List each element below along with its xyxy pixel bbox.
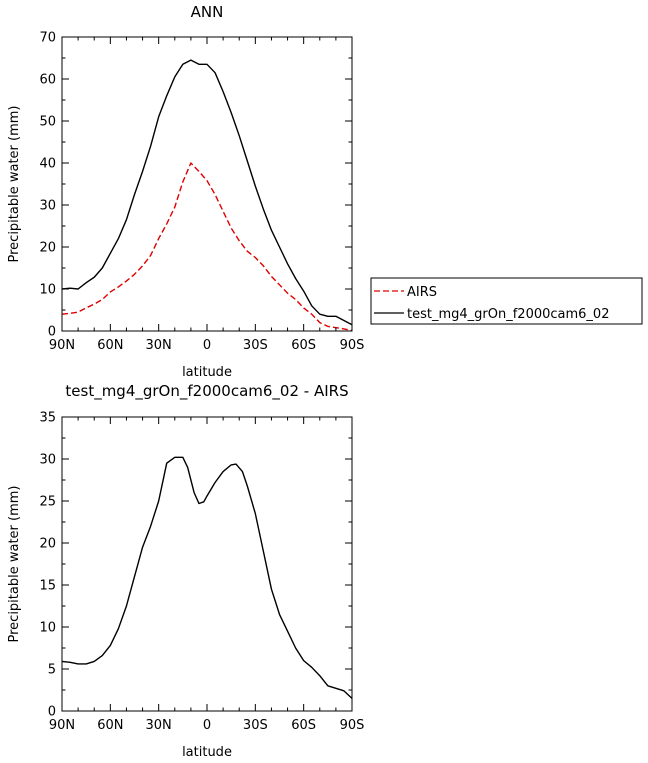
y-tick-label: 0 [48, 705, 56, 720]
chart-top-plot-frame [61, 36, 353, 332]
x-tick-label: 30N [146, 338, 172, 353]
y-tick-label: 50 [39, 115, 56, 130]
y-tick-label: 5 [48, 663, 56, 678]
chart-bottom-x-axis-label: latitude [182, 745, 232, 760]
x-tick-label: 30S [243, 718, 268, 733]
y-tick-label: 40 [39, 157, 56, 172]
x-tick-label: 90S [340, 718, 365, 733]
chart-top-series-line-0 [61, 162, 353, 332]
y-tick-label: 20 [39, 537, 56, 552]
y-tick-label: 30 [39, 199, 56, 214]
chart-bottom-series-line-0 [61, 456, 353, 699]
chart-top-title: ANN [191, 3, 224, 21]
chart-top-y-axis-label: Precipitable water (mm) [7, 106, 22, 263]
chart-bottom-plot-frame [61, 416, 353, 712]
y-tick-label: 60 [39, 73, 56, 88]
chart-bottom-ticks: 90N 60N 30N 0 30S 60S 90S 0 5 10 15 20 25 30 35 [39, 411, 364, 734]
legend-label-airs: AIRS [407, 285, 437, 300]
x-tick-label: 30N [146, 718, 172, 733]
chart-top-legend: AIRS test_mg4_grOn_f2000cam6_02 [370, 277, 643, 325]
legend-box [370, 277, 643, 325]
x-tick-label: 60N [97, 338, 123, 353]
chart-top: ANN 90N 60N 30N 0 30S 60S 90S 0 10 20 30 40 50 60 70 l… [7, 3, 364, 380]
x-tick-label: 90N [49, 718, 75, 733]
x-tick-label: 60S [291, 718, 316, 733]
x-tick-label: 0 [203, 718, 211, 733]
y-tick-label: 35 [39, 411, 56, 426]
x-tick-label: 90N [49, 338, 75, 353]
chart-bottom-series-layer [61, 456, 353, 699]
chart-bottom-title: test_mg4_grOn_f2000cam6_02 - AIRS [65, 382, 348, 401]
chart-top-series-line-1 [61, 59, 353, 326]
y-tick-label: 10 [39, 621, 56, 636]
x-tick-label: 90S [340, 338, 365, 353]
y-tick-label: 20 [39, 241, 56, 256]
legend-label-model: test_mg4_grOn_f2000cam6_02 [407, 307, 609, 322]
y-tick-label: 0 [48, 325, 56, 340]
y-tick-label: 10 [39, 283, 56, 298]
x-tick-label: 60N [97, 718, 123, 733]
chart-bottom: test_mg4_grOn_f2000cam6_02 - AIRS 90N 60N… [7, 382, 364, 760]
y-tick-label: 30 [39, 453, 56, 468]
x-tick-label: 60S [291, 338, 316, 353]
y-tick-label: 15 [39, 579, 56, 594]
y-tick-label: 70 [39, 31, 56, 46]
chart-bottom-y-axis-label: Precipitable water (mm) [7, 486, 22, 643]
chart-top-x-axis-label: latitude [182, 365, 232, 380]
y-tick-label: 25 [39, 495, 56, 510]
chart-top-series-layer [61, 59, 353, 332]
chart-top-ticks: 90N 60N 30N 0 30S 60S 90S 0 10 20 30 40 50 60 70 [39, 31, 364, 354]
x-tick-label: 0 [203, 338, 211, 353]
x-tick-label: 30S [243, 338, 268, 353]
